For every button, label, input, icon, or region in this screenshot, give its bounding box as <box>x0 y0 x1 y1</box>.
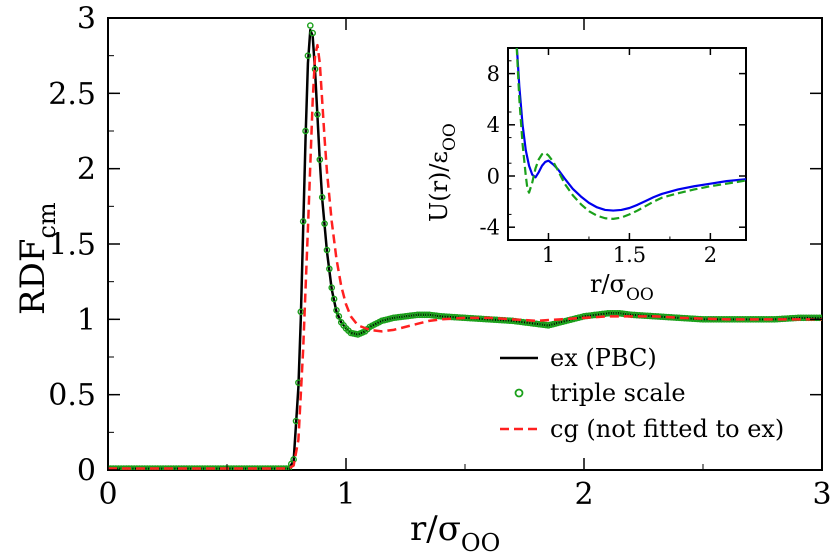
main-series-triple-scale-point <box>328 284 336 291</box>
main-x-axis-label: r/σOO <box>410 509 500 557</box>
main-y-tick-label: 1.5 <box>48 228 96 263</box>
main-y-tick-label: 2 <box>77 152 96 187</box>
main-series-triple-scale-point <box>816 314 822 322</box>
main-series-triple-scale-point <box>306 22 314 29</box>
legend-label-cg: cg (not fitted to ex) <box>550 415 784 443</box>
main-series-triple-scale-point <box>818 314 822 322</box>
inset-axis-ticks: 1 1.5 2 -4 0 4 8 <box>480 48 746 267</box>
legend-label-triple-scale: triple scale <box>550 379 686 407</box>
main-series-triple-scale-point <box>318 193 326 201</box>
inset-y-tick-label: 4 <box>487 113 500 137</box>
main-series-triple-scale-point <box>297 308 305 316</box>
inset-y-axis-label: U(r)/εOO <box>425 123 460 222</box>
main-y-tick-label: 2.5 <box>48 77 96 112</box>
inset-x-tick-label: 1 <box>542 243 555 267</box>
main-axis-ticks: 0 1 2 3 0 0.5 1 1.5 2 2.5 3 <box>48 2 830 513</box>
main-series-triple-scale-point <box>330 295 338 303</box>
main-series-triple-scale-point <box>323 246 331 254</box>
inset-y-tick-label: 0 <box>487 164 500 188</box>
main-y-tick-label: 0.5 <box>48 378 96 413</box>
inset-series-blue-solid <box>515 48 746 212</box>
main-series-triple-scale-point <box>333 306 340 314</box>
main-x-tick-label: 2 <box>574 477 593 512</box>
main-series-cg-not-fitted-to-ex <box>108 43 822 470</box>
main-x-tick-label: 1 <box>336 477 355 512</box>
main-series-triple-scale-point <box>316 156 324 163</box>
main-y-tick-label: 3 <box>77 2 96 37</box>
main-y-tick-label: 0 <box>77 454 96 489</box>
main-series-triple-scale-point <box>326 265 333 273</box>
inset-x-tick-label: 1.5 <box>613 243 646 267</box>
main-x-tick-label: 0 <box>98 477 117 512</box>
main-series-triple-scale-point <box>304 52 312 59</box>
main-series-triple-scale-point <box>299 218 307 225</box>
main-y-axis-label: RDFcm <box>13 202 61 315</box>
inset-y-tick-label: 8 <box>487 62 500 86</box>
main-series-triple-scale-point <box>335 313 343 320</box>
inset-x-axis-label: r/σOO <box>590 270 654 305</box>
main-y-tick-label: 1 <box>77 303 96 338</box>
inset-x-tick-label: 2 <box>704 243 717 267</box>
inset-y-tick-label: -4 <box>480 216 500 240</box>
main-series-triple-scale-point <box>309 29 316 37</box>
main-x-tick-label: 3 <box>812 477 830 512</box>
inset-plot-frame <box>507 47 747 241</box>
legend-swatch-triple-scale <box>514 388 524 398</box>
main-series-triple-scale-point <box>314 111 321 118</box>
legend-label-ex-pbc: ex (PBC) <box>550 344 657 372</box>
main-series-triple-scale-point <box>302 127 309 135</box>
legend: ex (PBC) triple scale cg (not fitted to … <box>500 344 784 443</box>
inset-series-green-dashed <box>515 48 746 220</box>
main-series-triple-scale-point <box>321 220 328 227</box>
